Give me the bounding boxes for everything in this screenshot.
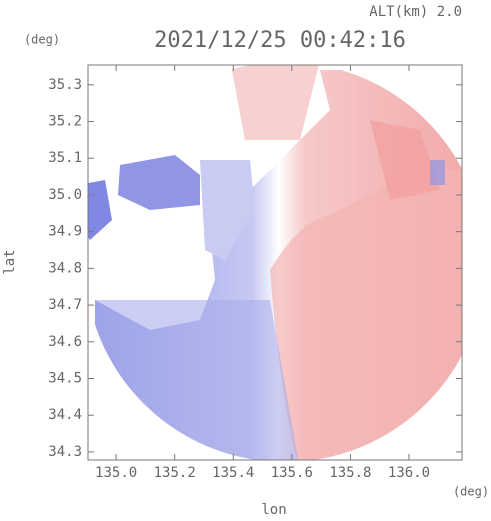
y-tick-label: 35.2 bbox=[48, 114, 82, 130]
x-tick-label: 136.0 bbox=[388, 465, 430, 481]
y-tick-label: 34.9 bbox=[48, 224, 82, 240]
chart-title: 2021/12/25 00:42:16 bbox=[154, 28, 406, 53]
x-tick-label: 135.4 bbox=[212, 465, 254, 481]
y-axis-label: lat bbox=[2, 249, 18, 274]
plot-frame bbox=[87, 64, 463, 461]
y-tick-label: 35.3 bbox=[48, 77, 82, 93]
x-axis-label: lon bbox=[261, 502, 286, 518]
y-tick-label: 34.8 bbox=[48, 260, 82, 276]
x-tick-label: 135.0 bbox=[95, 465, 137, 481]
y-tick-label: 34.3 bbox=[48, 444, 82, 460]
x-tick-label: 135.6 bbox=[271, 465, 313, 481]
x-tick-label: 135.2 bbox=[154, 465, 196, 481]
subtitle: ALT(km) 2.0 bbox=[369, 4, 462, 20]
y-tick-label: 34.4 bbox=[48, 407, 82, 423]
y-tick-label: 35.1 bbox=[48, 150, 82, 166]
x-tick-label: 135.8 bbox=[329, 465, 371, 481]
y-tick-label: 35.0 bbox=[48, 187, 82, 203]
y-tick-label: 34.7 bbox=[48, 297, 82, 313]
radar-field bbox=[88, 65, 462, 460]
y-unit: (deg) bbox=[24, 33, 60, 47]
y-tick-label: 34.6 bbox=[48, 334, 82, 350]
y-tick-label: 34.5 bbox=[48, 371, 82, 387]
x-unit: (deg) bbox=[453, 485, 489, 499]
